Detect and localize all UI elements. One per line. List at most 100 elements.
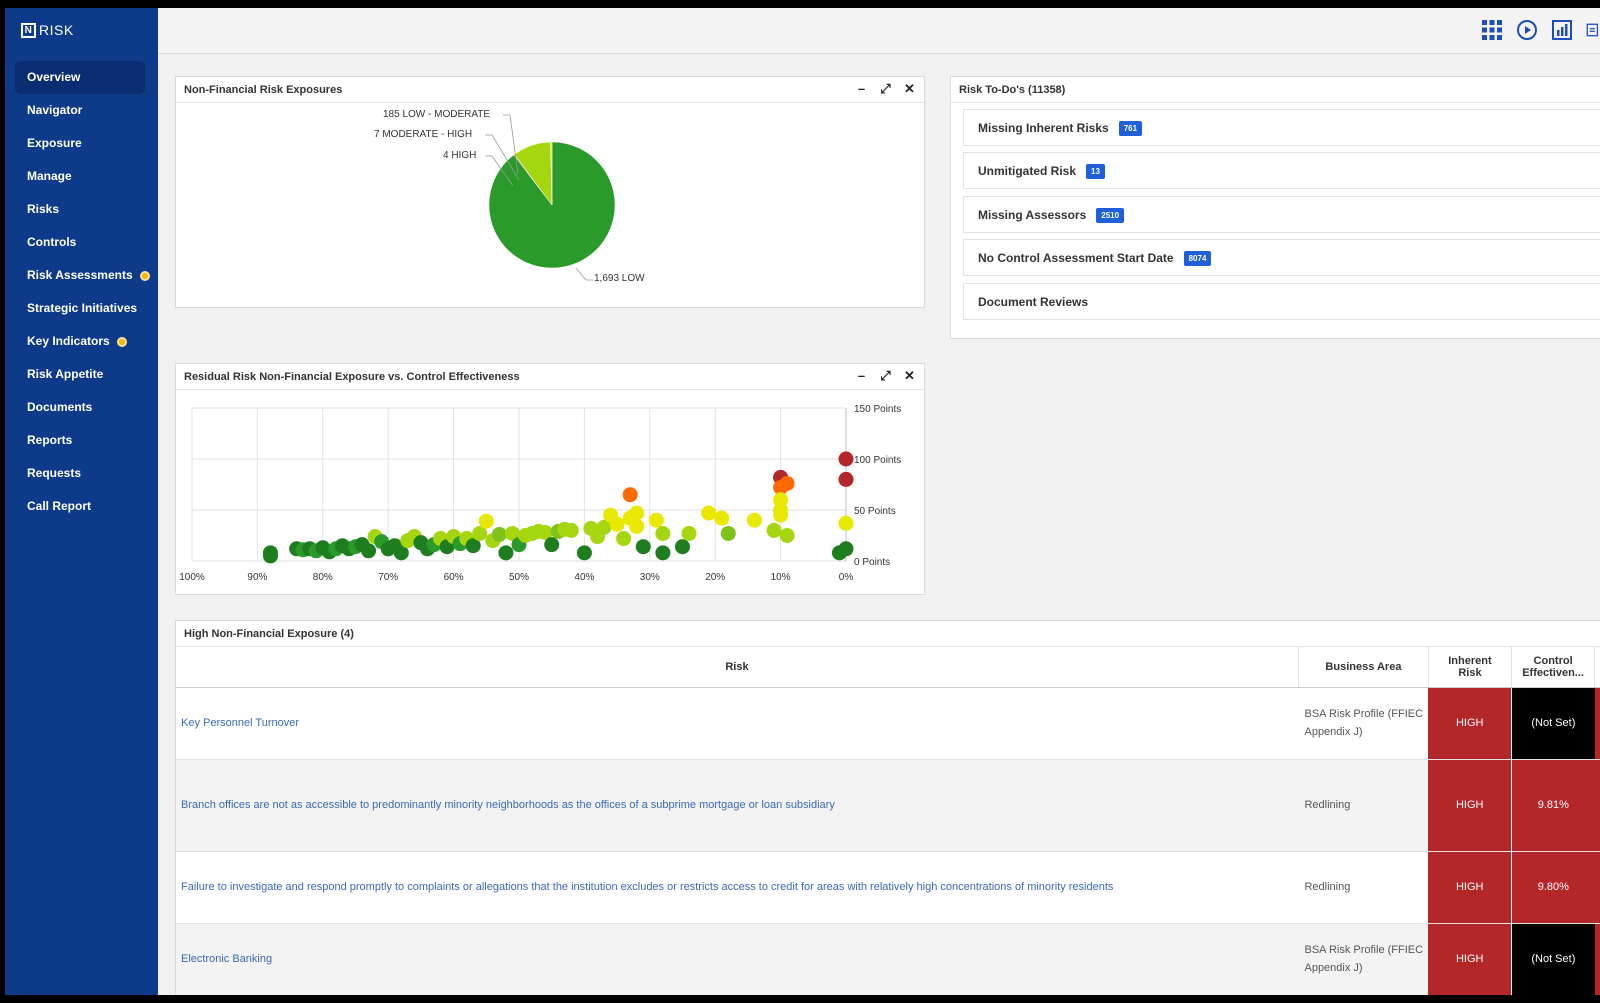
scatter-point[interactable] [779,475,795,491]
scatter-point[interactable] [701,505,717,521]
y-tick-label: 0 Points [854,557,890,568]
risk-name[interactable]: Branch offices are not as accessible to … [176,759,1299,852]
column-risk[interactable]: Risk [176,647,1299,688]
todo-missing-inherent-risks[interactable]: Missing Inherent Risks 761 [963,109,1600,146]
sidebar-item-key-indicators[interactable]: Key Indicators [15,325,145,358]
sidebar-item-exposure[interactable]: Exposure [15,127,145,160]
todo-document-reviews[interactable]: Document Reviews [963,283,1600,320]
sidebar-item-manage[interactable]: Manage [15,160,145,193]
expand-icon[interactable]: ⤢ [880,81,891,96]
scatter-point[interactable] [681,525,697,541]
y-tick-label: 100 Points [854,455,901,466]
document-icon[interactable] [1586,19,1600,41]
expand-icon[interactable]: ⤢ [880,368,891,383]
sidebar-item-strategic-initiatives[interactable]: Strategic Initiatives [15,292,145,325]
scatter-chart: 100% 90% 80% 70% 60% 50% 40% 30% 20% 10% 0%0 Point… [179,404,901,583]
brand-logo[interactable]: N RISK [21,22,74,38]
scatter-point[interactable] [635,539,651,555]
apps-grid-icon[interactable] [1481,19,1503,41]
scatter-point[interactable] [465,538,481,554]
scatter-point[interactable] [622,487,638,503]
todo-unmitigated-risk[interactable]: Unmitigated Risk 13 [963,152,1600,189]
close-icon[interactable]: ✕ [904,81,915,96]
todo-no-control-assessment-start-date[interactable]: No Control Assessment Start Date 8074 [963,239,1600,276]
sidebar-item-documents[interactable]: Documents [15,391,145,424]
table-row[interactable]: Electronic Banking BSA Risk Profile (FFI… [176,923,1600,995]
play-circle-icon[interactable] [1516,19,1538,41]
column-business-area[interactable]: Business Area [1298,647,1429,688]
scatter-point[interactable] [773,507,789,523]
pie-label-low-moderate: 185 LOW - MODERATE [383,109,491,120]
sidebar-item-risk-assessments[interactable]: Risk Assessments [15,259,150,292]
scatter-point[interactable] [838,515,854,531]
residual-exposure-cell [1594,923,1600,995]
sidebar-item-navigator[interactable]: Navigator [15,94,145,127]
scatter-point[interactable] [655,545,671,561]
scatter-point[interactable] [537,524,553,540]
pie-slice-moderate-high[interactable] [550,141,553,206]
sidebar-item-label: Risks [27,202,60,216]
scatter-point[interactable] [544,537,560,553]
sidebar-item-overview[interactable]: Overview [15,61,145,94]
chart-icon[interactable] [1551,19,1573,41]
scatter-point[interactable] [472,525,488,541]
scatter-point[interactable] [779,528,795,543]
sidebar-item-requests[interactable]: Requests [15,457,145,490]
risk-link[interactable]: Branch offices are not as accessible to … [181,799,835,811]
scatter-point[interactable] [596,519,612,535]
scatter-point[interactable] [262,545,278,561]
app-window: N RISK Overview Navigator Exposure Manag… [5,8,1600,995]
exposure-table: Risk Business Area Inherent Risk Control… [176,647,1600,995]
scatter-point[interactable] [498,545,514,561]
scatter-point[interactable] [766,522,782,538]
scatter-point[interactable] [576,545,592,561]
risk-name[interactable]: Key Personnel Turnover [176,687,1299,760]
column-inherent-risk[interactable]: Inherent Risk [1428,647,1513,688]
scatter-point[interactable] [629,518,645,534]
sidebar-item-risks[interactable]: Risks [15,193,145,226]
risk-name[interactable]: Failure to investigate and respond promp… [176,851,1299,924]
scatter-point[interactable] [504,525,520,541]
sidebar-item-risk-appetite[interactable]: Risk Appetite [15,358,145,391]
close-icon[interactable]: ✕ [904,368,915,383]
sidebar-item-label: Key Indicators [27,334,110,348]
scatter-point[interactable] [720,525,736,541]
inherent-risk-cell: HIGH [1428,851,1513,924]
scatter-point[interactable] [393,545,409,561]
scatter-point[interactable] [491,526,507,542]
todo-missing-assessors[interactable]: Missing Assessors 2510 [963,196,1600,233]
scatter-point[interactable] [746,512,762,528]
column-residual-exposure[interactable]: R E [1594,647,1600,688]
scatter-point[interactable] [714,510,730,526]
minimize-icon[interactable]: – [857,81,866,96]
risk-link[interactable]: Key Personnel Turnover [181,717,300,729]
minimize-icon[interactable]: – [857,368,866,383]
todo-label: Missing Assessors [978,208,1087,222]
table-row[interactable]: Branch offices are not as accessible to … [176,759,1600,852]
sidebar-item-controls[interactable]: Controls [15,226,145,259]
scatter-point[interactable] [616,531,632,547]
table-row[interactable]: Failure to investigate and respond promp… [176,851,1600,924]
sidebar-item-label: Controls [27,235,77,249]
scatter-point[interactable] [838,471,854,487]
sidebar-item-label: Manage [27,169,72,183]
risk-name[interactable]: Electronic Banking [176,923,1299,995]
table-row[interactable]: Key Personnel Turnover BSA Risk Profile … [176,687,1600,760]
scatter-point[interactable] [609,516,625,532]
scatter-point[interactable] [563,522,579,538]
column-control-effectiveness[interactable]: Control Effectiven... [1511,647,1596,688]
scatter-point[interactable] [655,525,671,541]
scatter-point[interactable] [675,539,690,555]
scatter-point[interactable] [629,505,645,521]
scatter-point[interactable] [361,543,377,559]
pie-label-moderate-high: 7 MODERATE - HIGH [374,129,473,140]
risk-link[interactable]: Failure to investigate and respond promp… [181,881,1114,893]
sidebar-item-reports[interactable]: Reports [15,424,145,457]
sidebar-item-call-report[interactable]: Call Report [15,490,145,523]
scatter-point[interactable] [648,512,664,528]
scatter-point[interactable] [478,513,494,529]
x-tick-label: 70% [378,572,398,583]
scatter-point[interactable] [831,545,847,561]
risk-link[interactable]: Electronic Banking [181,953,273,965]
scatter-point[interactable] [838,451,854,467]
